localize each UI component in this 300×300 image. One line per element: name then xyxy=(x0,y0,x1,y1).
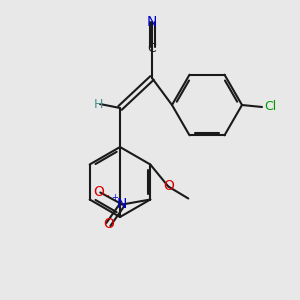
Text: C: C xyxy=(148,43,156,56)
Text: +: + xyxy=(111,194,118,202)
Text: -: - xyxy=(105,190,109,200)
Text: O: O xyxy=(93,185,104,200)
Text: N: N xyxy=(147,15,157,29)
Text: O: O xyxy=(163,179,174,194)
Text: O: O xyxy=(103,218,114,232)
Text: Cl: Cl xyxy=(264,100,276,113)
Text: N: N xyxy=(117,197,128,212)
Text: H: H xyxy=(93,98,103,110)
